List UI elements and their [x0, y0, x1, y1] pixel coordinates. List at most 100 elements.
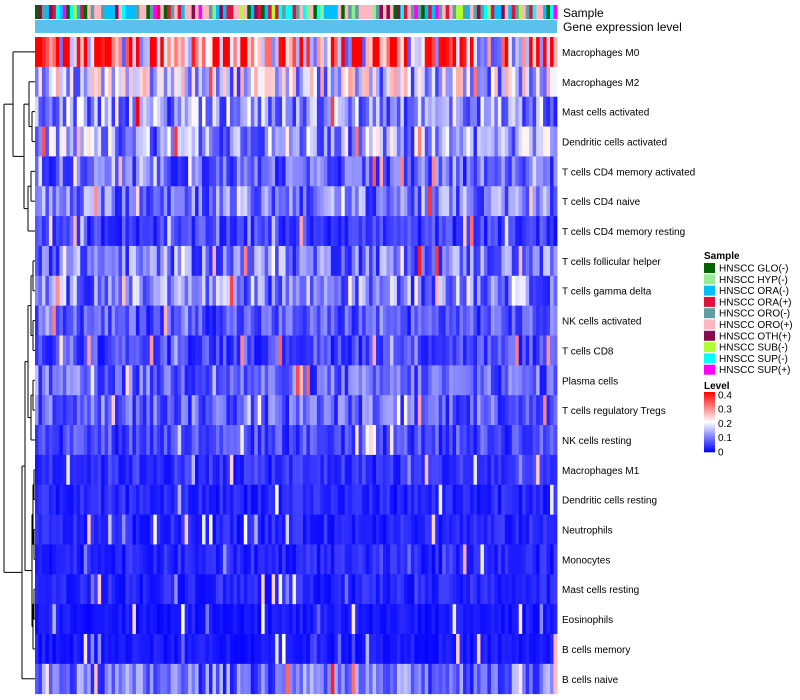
- heatmap-cell: [515, 634, 520, 665]
- heatmap-cell: [289, 454, 293, 486]
- heatmap-cell: [501, 544, 506, 575]
- heatmap-cell: [250, 663, 255, 695]
- heatmap-cell: [529, 663, 534, 695]
- heatmap-cell: [264, 395, 269, 426]
- heatmap-cell: [146, 156, 151, 187]
- heatmap-cell: [386, 425, 391, 456]
- heatmap-cell: [181, 544, 186, 575]
- heatmap-cell: [90, 484, 95, 515]
- heatmap-cell: [355, 604, 360, 635]
- heatmap-cell: [209, 425, 213, 456]
- heatmap-cell: [306, 37, 311, 68]
- heatmap-cell: [410, 245, 415, 277]
- heatmap-cell: [195, 454, 199, 486]
- heatmap-cell: [285, 186, 290, 217]
- heatmap-cell: [452, 335, 457, 366]
- heatmap-cell: [202, 335, 206, 366]
- heatmap-cell: [257, 604, 262, 635]
- heatmap-cell: [543, 544, 547, 575]
- heatmap-cell: [452, 544, 457, 575]
- heatmap-cell: [466, 126, 471, 157]
- heatmap-cell: [386, 275, 391, 307]
- heatmap-cell: [94, 574, 99, 605]
- heatmap-cell: [497, 514, 502, 545]
- heatmap-cell: [543, 305, 547, 336]
- heatmap-cell: [254, 514, 259, 545]
- heatmap-cell: [104, 186, 109, 217]
- heatmap-cell: [463, 634, 467, 665]
- heatmap-cell: [362, 663, 366, 695]
- level-gradient-segment: [704, 395, 715, 397]
- heatmap-cell: [243, 663, 248, 695]
- heatmap-cell: [334, 335, 339, 366]
- heatmap-cell: [320, 574, 325, 605]
- heatmap-cell: [316, 365, 321, 396]
- heatmap-cell: [236, 365, 241, 396]
- heatmap-cell: [62, 544, 67, 575]
- heatmap-cell: [122, 365, 126, 396]
- heatmap-cell: [351, 186, 356, 217]
- heatmap-cell: [195, 574, 199, 605]
- heatmap-cell: [365, 663, 370, 695]
- sample-annotation-cell: [181, 5, 186, 19]
- heatmap-cell: [104, 544, 109, 575]
- heatmap-cell: [358, 634, 363, 665]
- heatmap-cell: [268, 425, 273, 456]
- heatmap-cell: [553, 126, 558, 157]
- heatmap-cell: [529, 335, 534, 366]
- heatmap-cell: [198, 37, 203, 68]
- heatmap-cell: [285, 275, 290, 307]
- sample-legend-swatch: [704, 319, 715, 330]
- level-gradient-segment: [704, 431, 715, 433]
- heatmap-cell: [118, 484, 123, 515]
- heatmap-cell: [45, 156, 50, 187]
- heatmap-cell: [69, 634, 74, 665]
- heatmap-cell: [236, 245, 241, 277]
- heatmap-cell: [87, 484, 92, 515]
- heatmap-cell: [550, 604, 554, 635]
- heatmap-cell: [536, 663, 540, 695]
- heatmap-cell: [146, 574, 151, 605]
- heatmap-cell: [546, 514, 551, 545]
- heatmap-cell: [174, 335, 179, 366]
- heatmap-cell: [550, 126, 554, 157]
- heatmap-cell: [529, 96, 534, 127]
- heatmap-cell: [59, 663, 64, 695]
- heatmap-cell: [125, 245, 130, 277]
- heatmap-cell: [403, 454, 408, 486]
- heatmap-cell: [372, 663, 377, 695]
- heatmap-cell: [257, 186, 262, 217]
- heatmap-cell: [104, 425, 109, 456]
- heatmap-cell: [264, 245, 269, 277]
- heatmap-cell: [344, 305, 349, 336]
- heatmap-cell: [229, 544, 234, 575]
- heatmap-cell: [115, 425, 119, 456]
- heatmap-cell: [466, 634, 471, 665]
- heatmap-cell: [55, 156, 60, 187]
- heatmap-cell: [449, 186, 453, 217]
- heatmap-cell: [487, 96, 492, 127]
- heatmap-cell: [174, 275, 179, 307]
- heatmap-cell: [476, 514, 481, 545]
- heatmap-cell: [445, 126, 450, 157]
- heatmap-cell: [376, 663, 380, 695]
- heatmap-cell: [525, 37, 530, 68]
- row-label: Dendritic cells resting: [562, 496, 657, 507]
- heatmap-cell: [90, 37, 95, 68]
- heatmap-cell: [222, 634, 227, 665]
- heatmap-cell: [389, 186, 394, 217]
- sample-annotation-cell: [254, 5, 259, 19]
- heatmap-cell: [128, 335, 133, 366]
- heatmap-cell: [543, 604, 547, 635]
- heatmap-cell: [202, 663, 206, 695]
- heatmap-cell: [386, 634, 391, 665]
- heatmap-cell: [122, 186, 126, 217]
- heatmap-cell: [546, 634, 551, 665]
- heatmap-cell: [285, 634, 290, 665]
- heatmap-cell: [215, 216, 220, 247]
- heatmap-cell: [45, 425, 50, 456]
- heatmap-cell: [334, 37, 339, 68]
- heatmap-cell: [309, 395, 314, 426]
- heatmap-cell: [449, 514, 453, 545]
- heatmap-cell: [518, 66, 523, 98]
